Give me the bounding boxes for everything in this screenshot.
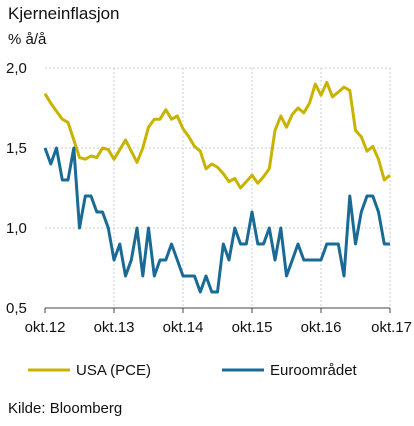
y-tick-label: 0,5 (6, 300, 27, 317)
x-tick-label: okt.15 (232, 319, 273, 336)
x-tick-label: okt.13 (94, 319, 135, 336)
x-tick-label: okt.16 (301, 319, 342, 336)
y-tick-labels: 0,5 1,0 1,5 2,0 (6, 60, 27, 317)
legend: USA (PCE) Euroområdet (28, 362, 358, 379)
x-tick-label: okt.14 (163, 319, 204, 336)
series-line-euroomradet (43, 146, 390, 294)
source-note: Kilde: Bloomberg (8, 400, 123, 417)
y-axis-unit: % å/å (8, 31, 47, 48)
x-tick-labels: okt.12 okt.13 okt.14 okt.15 okt.16 okt.17 (25, 319, 412, 336)
axes (44, 307, 391, 313)
series-line-usa-pce (43, 80, 391, 190)
y-tick-label: 1,0 (6, 220, 27, 237)
y-tick-label: 1,5 (6, 140, 27, 157)
x-tick-label: okt.17 (371, 319, 412, 336)
legend-label: USA (PCE) (76, 362, 151, 379)
gridlines (45, 67, 391, 308)
x-tick-label: okt.12 (25, 319, 66, 336)
legend-label: Euroområdet (270, 362, 358, 379)
y-tick-label: 2,0 (6, 60, 27, 77)
series-lines (43, 80, 391, 294)
chart-title: Kjerneinflasjon (8, 4, 120, 23)
